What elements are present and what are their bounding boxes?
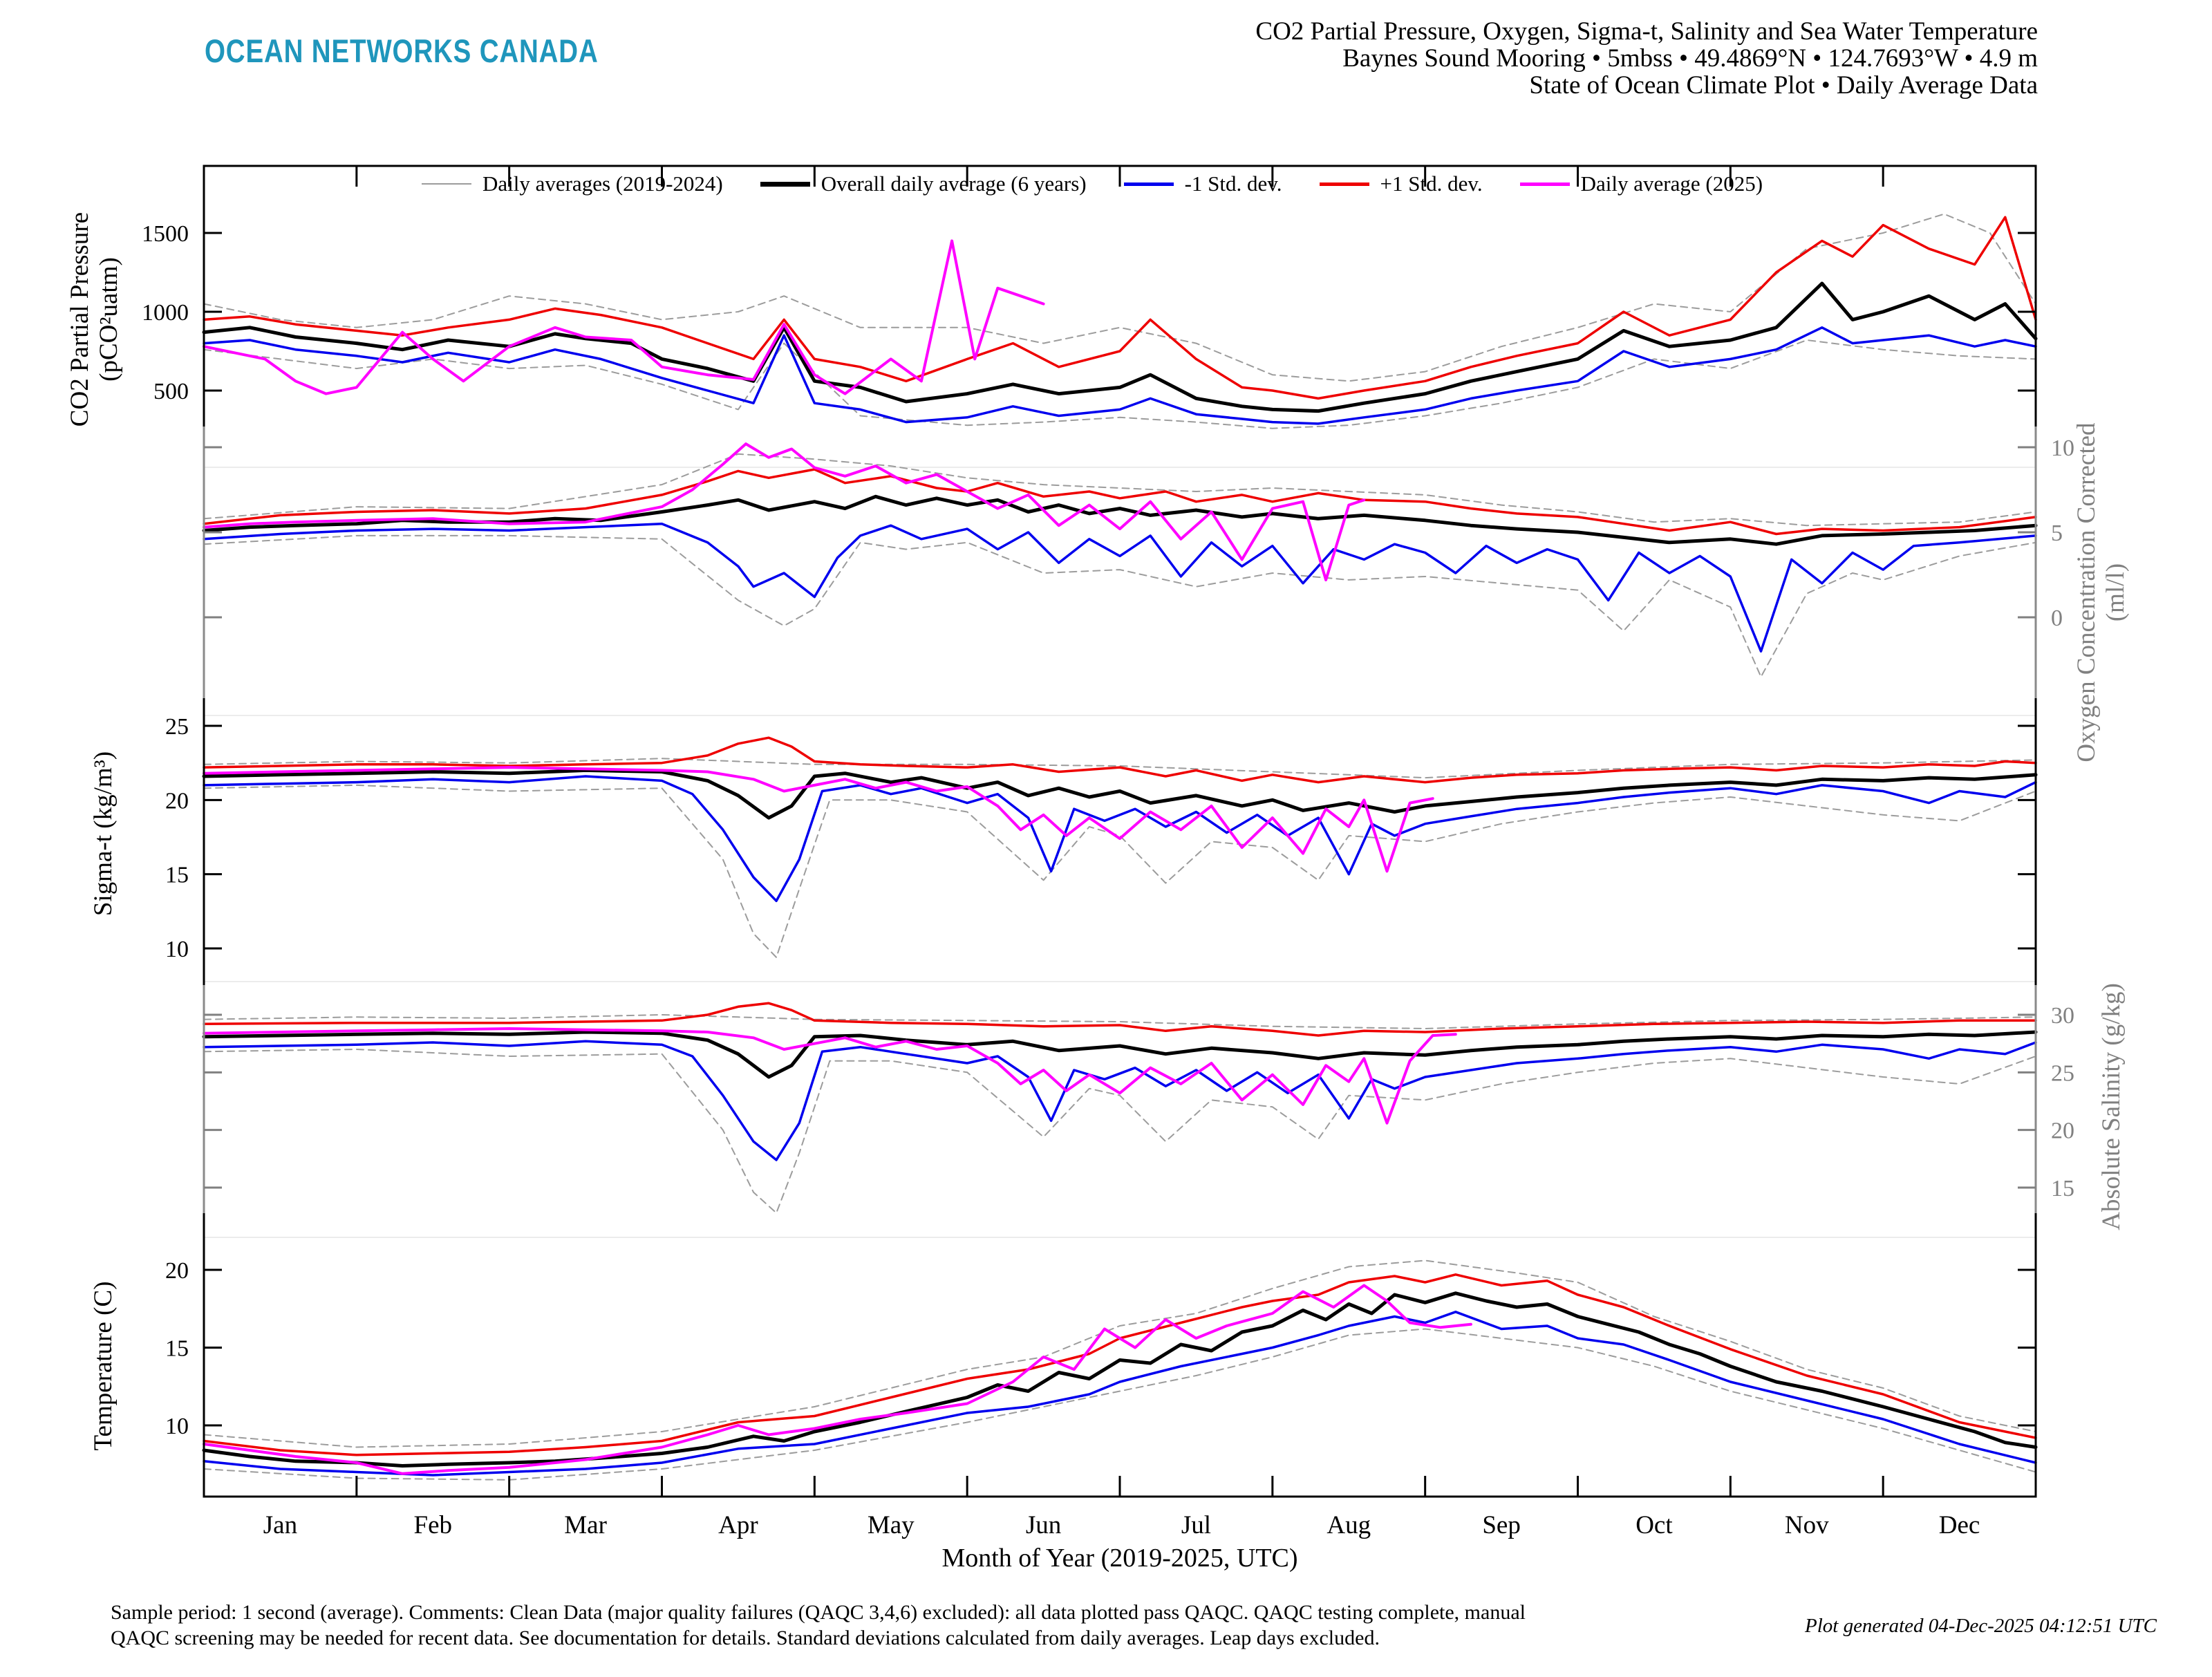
ytick-label-panel3: 15 — [165, 863, 189, 888]
panel3-avg-2025-line — [203, 766, 1434, 873]
ytick-label-panel4: 30 — [2051, 1003, 2074, 1029]
legend: Daily averages (2019-2024) Overall daily … — [235, 171, 1949, 196]
footer-line-1: Sample period: 1 second (average). Comme… — [111, 1601, 1526, 1624]
ytick-label-panel1: 1500 — [142, 221, 189, 247]
legend-line-swatch — [421, 183, 471, 185]
panel4-avg-2025-line — [203, 1027, 1457, 1125]
ocean-networks-canada-logo: OCEAN NETWORKS CANADA — [205, 32, 599, 69]
month-label-sep: Sep — [1482, 1511, 1521, 1539]
panel3-overall-line — [202, 768, 2038, 820]
plot-title: CO2 Partial Pressure, Oxygen, Sigma-t, S… — [1255, 18, 2038, 99]
panel4-overall-line — [202, 1030, 2038, 1079]
panel3-minus-1-std-line — [203, 775, 2037, 903]
ytick-label-panel4: 20 — [2051, 1118, 2074, 1144]
ytick-label-panel2: 5 — [2051, 521, 2063, 546]
panel1-minus-1-std-line — [203, 326, 2037, 425]
ytick-label-panel1: 1000 — [142, 300, 189, 326]
legend-item-2: -1 Std. dev. — [1123, 171, 1282, 196]
ytick-label-panel5: 15 — [165, 1336, 189, 1362]
legend-item-0: Daily averages (2019-2024) — [421, 171, 723, 196]
panel1-daily-avg-upper-line — [203, 213, 2036, 382]
legend-item-4: Daily average (2025) — [1519, 171, 1763, 196]
month-label-jun: Jun — [1026, 1511, 1061, 1539]
panel2-minus-1-std-line — [203, 522, 2037, 653]
legend-label: +1 Std. dev. — [1380, 171, 1483, 196]
panel2-daily-avg-upper-line — [203, 453, 2036, 527]
panel2-avg-2025-line — [203, 442, 1366, 581]
panel4-minus-1-std-line — [203, 1040, 2037, 1161]
legend-line-swatch — [760, 181, 810, 187]
month-label-aug: Aug — [1327, 1511, 1371, 1539]
ytick-label-panel2: 0 — [2051, 606, 2063, 631]
title-line-2: Baynes Sound Mooring • 5mbss • 49.4869°N… — [1342, 44, 2038, 73]
month-label-jan: Jan — [263, 1511, 297, 1539]
ytick-label-panel5: 10 — [165, 1414, 189, 1439]
panel1-overall-line — [202, 281, 2038, 413]
panel3-plus-1-std-line — [203, 736, 2037, 784]
title-line-3: State of Ocean Climate Plot • Daily Aver… — [1529, 71, 2038, 100]
legend-label: Daily average (2025) — [1580, 171, 1763, 196]
panel2-daily-avg-lower-line — [203, 534, 2036, 678]
plot-border — [203, 165, 2037, 1498]
panel4-plus-1-std-line — [203, 1002, 2037, 1037]
plot-generated-timestamp: Plot generated 04-Dec-2025 04:12:51 UTC — [1804, 1615, 2157, 1637]
ylabel-sigma-t: Sigma-t (kg/m³) — [89, 751, 118, 917]
panel3-daily-avg-lower-line — [203, 784, 2036, 958]
footer-line-2: QAQC screening may be needed for recent … — [111, 1627, 1380, 1649]
legend-line-swatch — [1519, 182, 1570, 186]
month-label-apr: Apr — [718, 1511, 758, 1539]
ytick-label-panel1: 500 — [153, 379, 189, 404]
panel1-avg-2025-line — [203, 239, 1045, 395]
panel5-daily-avg-upper-line — [203, 1259, 2036, 1448]
month-label-may: May — [868, 1511, 915, 1539]
legend-label: Daily averages (2019-2024) — [482, 171, 723, 196]
panel3-daily-avg-upper-line — [203, 758, 2036, 779]
month-label-nov: Nov — [1785, 1511, 1829, 1539]
month-label-oct: Oct — [1635, 1511, 1673, 1539]
legend-line-swatch — [1123, 182, 1174, 186]
month-label-mar: Mar — [564, 1511, 607, 1539]
title-line-1: CO2 Partial Pressure, Oxygen, Sigma-t, S… — [1255, 17, 2038, 46]
month-label-jul: Jul — [1181, 1511, 1211, 1539]
panel2-plus-1-std-line — [203, 468, 2037, 536]
panel5-avg-2025-line — [203, 1284, 1472, 1475]
legend-item-3: +1 Std. dev. — [1319, 171, 1483, 196]
ytick-label-panel3: 10 — [165, 937, 189, 962]
ytick-label-panel4: 25 — [2051, 1060, 2074, 1086]
panel1-plus-1-std-line — [203, 216, 2037, 400]
legend-label: Overall daily average (6 years) — [821, 171, 1087, 196]
panel4-daily-avg-lower-line — [203, 1049, 2036, 1214]
legend-label: -1 Std. dev. — [1184, 171, 1282, 196]
panel5-overall-line — [202, 1291, 2038, 1468]
panel4-daily-avg-upper-line — [203, 1014, 2036, 1029]
panel5-plus-1-std-line — [203, 1273, 2037, 1456]
ylabel-temperature: Temperature (C) — [89, 1281, 118, 1451]
ylabel-salinity: Absolute Salinity (g/kg) — [2097, 983, 2126, 1230]
legend-item-1: Overall daily average (6 years) — [760, 171, 1087, 196]
footer-comments: Sample period: 1 second (average). Comme… — [111, 1600, 1783, 1651]
panel5-daily-avg-lower-line — [203, 1328, 2036, 1481]
month-label-dec: Dec — [1939, 1511, 1980, 1539]
legend-line-swatch — [1319, 182, 1369, 186]
ytick-label-panel5: 20 — [165, 1258, 189, 1284]
ytick-label-panel3: 20 — [165, 788, 189, 814]
ytick-label-panel3: 25 — [165, 714, 189, 740]
xaxis-label: Month of Year (2019-2025, UTC) — [941, 1544, 1298, 1573]
panel1-daily-avg-lower-line — [203, 339, 2036, 429]
month-label-feb: Feb — [414, 1511, 453, 1539]
ytick-label-panel4: 15 — [2051, 1176, 2074, 1201]
panel2-overall-line — [202, 494, 2038, 546]
panel5-minus-1-std-line — [203, 1311, 2037, 1477]
ytick-label-panel2: 10 — [2051, 435, 2074, 461]
